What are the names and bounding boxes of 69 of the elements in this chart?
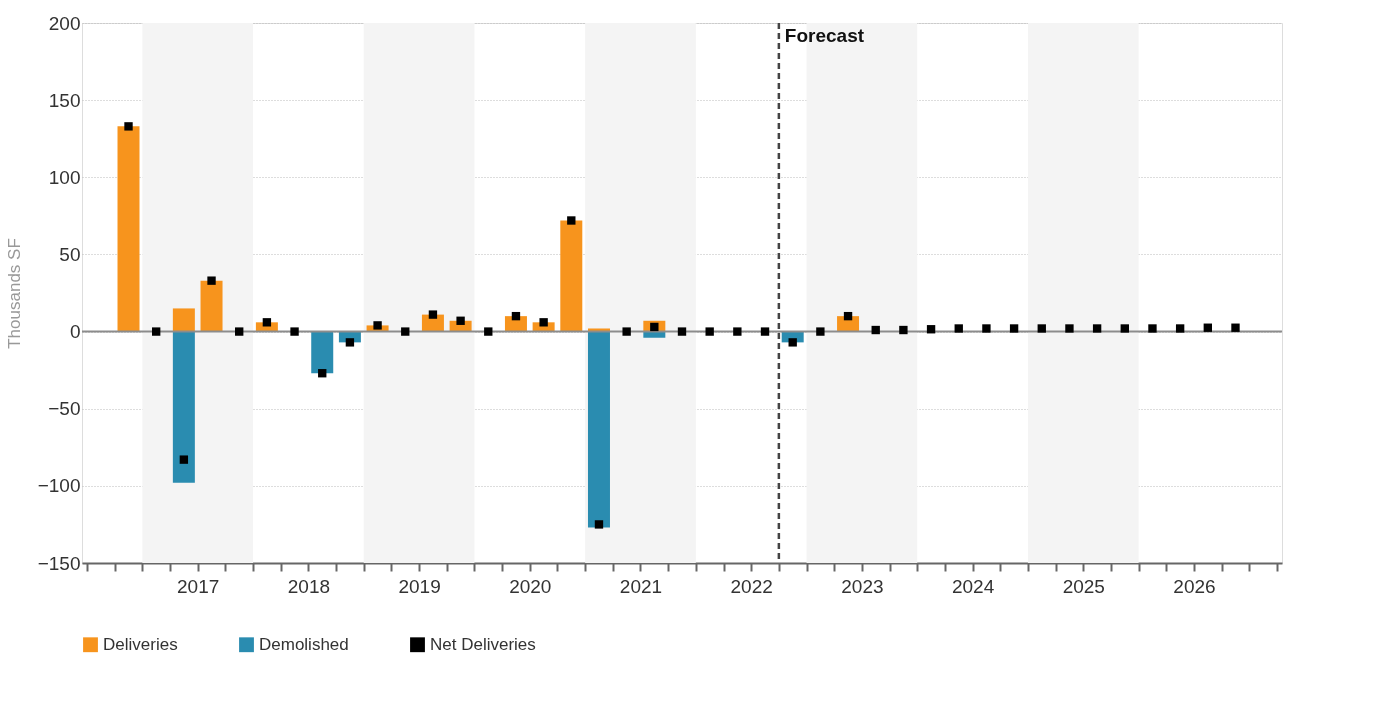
point (539, 318, 548, 327)
y-tick-label: 200 (48, 12, 81, 34)
point (152, 327, 161, 336)
bar (560, 220, 583, 332)
point (1065, 324, 1074, 333)
bar (200, 280, 223, 332)
point (1009, 324, 1019, 333)
point (733, 327, 742, 336)
legend-label: Demolished (259, 634, 349, 654)
point (926, 325, 936, 334)
point (373, 321, 382, 330)
y-tick-label: 100 (48, 166, 81, 188)
x-tick-label: 2022 (730, 575, 773, 597)
point (788, 338, 797, 347)
x-tick-label: 2025 (1062, 575, 1105, 597)
point (235, 327, 244, 336)
point (622, 327, 631, 336)
point (1203, 323, 1212, 332)
bar (172, 331, 195, 483)
point (871, 325, 880, 335)
bar (587, 331, 610, 528)
point (124, 122, 133, 131)
legend-label: Deliveries (103, 634, 178, 654)
point (1092, 324, 1102, 333)
bar (172, 308, 195, 332)
point (428, 310, 438, 319)
point (760, 327, 770, 336)
point (179, 455, 189, 464)
y-tick-label: 0 (69, 321, 81, 343)
point (456, 316, 465, 325)
bar (311, 331, 334, 374)
bar (117, 126, 140, 332)
point (484, 327, 493, 336)
point (594, 520, 604, 529)
point (567, 216, 576, 225)
point (511, 311, 521, 321)
y-tick-label: −150 (37, 552, 81, 574)
y-tick-label: −100 (37, 475, 81, 497)
x-tick-label: 2019 (398, 575, 441, 597)
point (1148, 324, 1157, 333)
x-tick-label: 2024 (951, 575, 995, 597)
x-tick-label: 2021 (619, 575, 663, 597)
point (705, 327, 714, 336)
point (954, 324, 963, 333)
x-tick-label: 2017 (177, 575, 220, 597)
point (843, 311, 853, 321)
x-tick-label: 2018 (287, 575, 331, 597)
ref-line-label: Forecast (784, 25, 865, 46)
y-tick-label: 50 (59, 243, 81, 265)
x-tick-label: 2020 (509, 575, 552, 597)
point (318, 369, 327, 378)
y-tick-label: 150 (48, 89, 81, 111)
x-tick-label: 2023 (841, 575, 884, 597)
legend-label: Net Deliveries (430, 634, 536, 654)
point (899, 325, 908, 335)
point (982, 324, 991, 333)
point (816, 327, 825, 336)
point (677, 327, 687, 336)
x-tick-label: 2026 (1173, 575, 1216, 597)
point (1120, 324, 1129, 333)
point (1231, 323, 1240, 332)
point (1037, 324, 1046, 333)
y-axis-title: Thousands SF (4, 238, 24, 349)
point (262, 318, 272, 327)
point (207, 276, 216, 285)
point (401, 327, 410, 336)
point (1175, 324, 1185, 333)
y-tick-label: −50 (48, 398, 81, 420)
point (290, 327, 299, 336)
